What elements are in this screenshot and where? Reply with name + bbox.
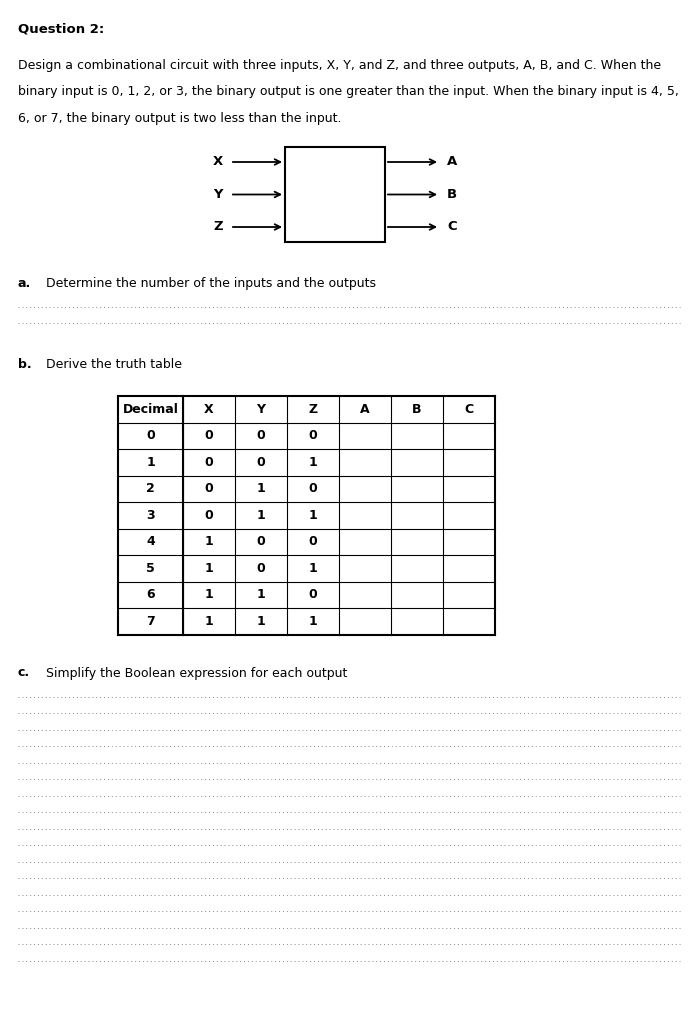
Text: binary input is 0, 1, 2, or 3, the binary output is one greater than the input. : binary input is 0, 1, 2, or 3, the binar… xyxy=(18,85,679,98)
Text: 1: 1 xyxy=(257,614,265,628)
Text: C: C xyxy=(447,220,456,233)
Text: 0: 0 xyxy=(205,429,214,442)
Text: A: A xyxy=(360,402,370,416)
Text: Decimal: Decimal xyxy=(123,402,179,416)
Text: 1: 1 xyxy=(205,614,214,628)
Text: 0: 0 xyxy=(146,429,155,442)
Text: 1: 1 xyxy=(205,562,214,574)
Text: 1: 1 xyxy=(257,509,265,522)
Text: 1: 1 xyxy=(257,588,265,601)
Text: Z: Z xyxy=(214,220,223,233)
Text: B: B xyxy=(413,402,422,416)
Text: 4: 4 xyxy=(146,536,155,548)
Text: 0: 0 xyxy=(257,562,265,574)
Text: 0: 0 xyxy=(257,429,265,442)
Text: Design a combinational circuit with three inputs, X, Y, and Z, and three outputs: Design a combinational circuit with thre… xyxy=(18,59,661,72)
Text: Y: Y xyxy=(214,188,223,201)
Text: 0: 0 xyxy=(205,509,214,522)
Text: 1: 1 xyxy=(257,482,265,496)
Text: 1: 1 xyxy=(309,456,318,469)
Text: 0: 0 xyxy=(257,456,265,469)
Text: 0: 0 xyxy=(309,536,318,548)
Text: A: A xyxy=(447,156,457,169)
Text: 1: 1 xyxy=(309,509,318,522)
Text: b.: b. xyxy=(18,358,31,371)
Text: 0: 0 xyxy=(309,588,318,601)
Text: Y: Y xyxy=(256,402,265,416)
Text: Simplify the Boolean expression for each output: Simplify the Boolean expression for each… xyxy=(46,667,348,680)
Text: 0: 0 xyxy=(309,429,318,442)
Text: 7: 7 xyxy=(146,614,155,628)
Text: 6: 6 xyxy=(146,588,155,601)
Text: Z: Z xyxy=(309,402,318,416)
Text: 1: 1 xyxy=(309,562,318,574)
Text: 1: 1 xyxy=(205,536,214,548)
Text: X: X xyxy=(205,402,214,416)
Text: 6, or 7, the binary output is two less than the input.: 6, or 7, the binary output is two less t… xyxy=(18,112,341,125)
Text: C: C xyxy=(464,402,473,416)
Text: Derive the truth table: Derive the truth table xyxy=(46,358,182,371)
Text: 0: 0 xyxy=(205,456,214,469)
Text: c.: c. xyxy=(18,667,30,680)
Text: X: X xyxy=(213,156,223,169)
Bar xyxy=(285,147,385,242)
Text: 2: 2 xyxy=(146,482,155,496)
Text: 1: 1 xyxy=(146,456,155,469)
Text: 0: 0 xyxy=(257,536,265,548)
Text: B: B xyxy=(447,188,457,201)
Text: 0: 0 xyxy=(205,482,214,496)
Text: 0: 0 xyxy=(309,482,318,496)
Text: a.: a. xyxy=(18,278,31,290)
Text: 1: 1 xyxy=(205,588,214,601)
Text: 3: 3 xyxy=(146,509,155,522)
Text: Determine the number of the inputs and the outputs: Determine the number of the inputs and t… xyxy=(46,278,376,290)
Text: Question 2:: Question 2: xyxy=(18,22,104,35)
Text: 1: 1 xyxy=(309,614,318,628)
Text: 5: 5 xyxy=(146,562,155,574)
